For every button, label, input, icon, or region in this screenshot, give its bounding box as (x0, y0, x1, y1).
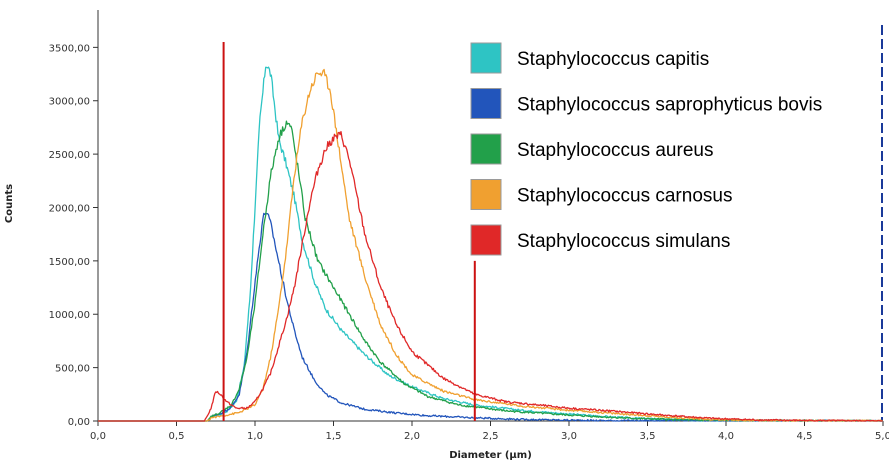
y-tick-label: 1000,00 (49, 310, 90, 321)
vertical-markers (222, 42, 476, 421)
legend-entry: Staphylococcus carnosus (517, 186, 732, 207)
y-tick-label: 2000,00 (49, 203, 90, 214)
legend-swatch (470, 88, 502, 119)
x-tick-label: 0,0 (90, 431, 106, 442)
y-tick-label: 1500,00 (49, 257, 90, 268)
x-tick-label: 2,5 (483, 431, 499, 442)
y-tick-label: 3000,00 (49, 97, 90, 108)
y-tick-label: 3500,00 (49, 43, 90, 54)
x-tick-label: 3,5 (640, 431, 656, 442)
legend-entry: Staphylococcus capitis (517, 49, 709, 70)
series-line-staphylococcus-simulans (98, 130, 883, 422)
series-line-staphylococcus-aureus (98, 120, 883, 422)
x-tick-label: 1,5 (326, 431, 342, 442)
legend-entry: Staphylococcus saprophyticus bovis (517, 95, 822, 116)
x-axis-label: Diameter (µm) (449, 450, 532, 461)
x-tick-label: 1,0 (247, 431, 263, 442)
legend-entry: Staphylococcus simulans (517, 231, 730, 252)
y-tick-label: 0,00 (68, 417, 90, 428)
x-tick-label: 0,5 (169, 431, 185, 442)
x-tick-label: 3,0 (561, 431, 577, 442)
x-tick-label: 2,0 (404, 431, 420, 442)
x-tick-label: 5,0 (875, 431, 889, 442)
y-tick-label: 500,00 (55, 364, 90, 375)
legend: Staphylococcus capitis Staphylococcus sap… (470, 42, 822, 256)
series-line-staphylococcus-carnosus (98, 68, 883, 422)
x-tick-label: 4,5 (797, 431, 813, 442)
y-tick-label: 2500,00 (49, 150, 90, 161)
y-axis: 0,00 500,00 1000,00 1500,00 2000,00 2500,00 30… (49, 43, 98, 428)
legend-entry: Staphylococcus aureus (517, 140, 713, 161)
legend-swatch (470, 224, 502, 256)
x-tick-label: 4,0 (718, 431, 734, 442)
x-axis: 0,0 0,5 1,0 1,5 2,0 2,5 3,0 3,5 4,0 4,5 5,0 (90, 421, 889, 442)
legend-swatch (470, 133, 502, 165)
y-axis-label: Counts (4, 184, 15, 223)
series-layer (98, 66, 884, 422)
legend-swatch (470, 179, 502, 210)
legend-swatch (470, 42, 502, 74)
